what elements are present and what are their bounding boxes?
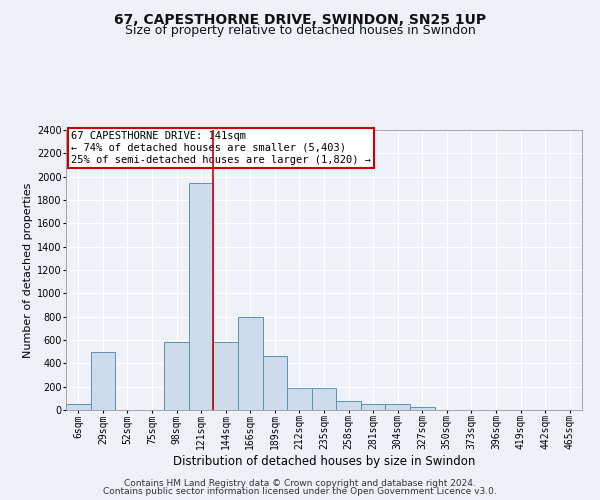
Bar	[410, 407, 434, 410]
Text: Size of property relative to detached houses in Swindon: Size of property relative to detached ho…	[125, 24, 475, 37]
Bar	[189, 182, 214, 410]
Text: Contains public sector information licensed under the Open Government Licence v3: Contains public sector information licen…	[103, 487, 497, 496]
Bar	[312, 388, 336, 410]
Bar	[66, 404, 91, 410]
Bar	[263, 356, 287, 410]
Bar	[287, 388, 312, 410]
X-axis label: Distribution of detached houses by size in Swindon: Distribution of detached houses by size …	[173, 455, 475, 468]
Bar	[238, 316, 263, 410]
Y-axis label: Number of detached properties: Number of detached properties	[23, 182, 33, 358]
Text: Contains HM Land Registry data © Crown copyright and database right 2024.: Contains HM Land Registry data © Crown c…	[124, 478, 476, 488]
Bar	[91, 352, 115, 410]
Bar	[164, 342, 189, 410]
Text: 67 CAPESTHORNE DRIVE: 141sqm
← 74% of detached houses are smaller (5,403)
25% of: 67 CAPESTHORNE DRIVE: 141sqm ← 74% of de…	[71, 132, 371, 164]
Text: 67, CAPESTHORNE DRIVE, SWINDON, SN25 1UP: 67, CAPESTHORNE DRIVE, SWINDON, SN25 1UP	[114, 12, 486, 26]
Bar	[385, 404, 410, 410]
Bar	[214, 342, 238, 410]
Bar	[336, 400, 361, 410]
Bar	[361, 404, 385, 410]
